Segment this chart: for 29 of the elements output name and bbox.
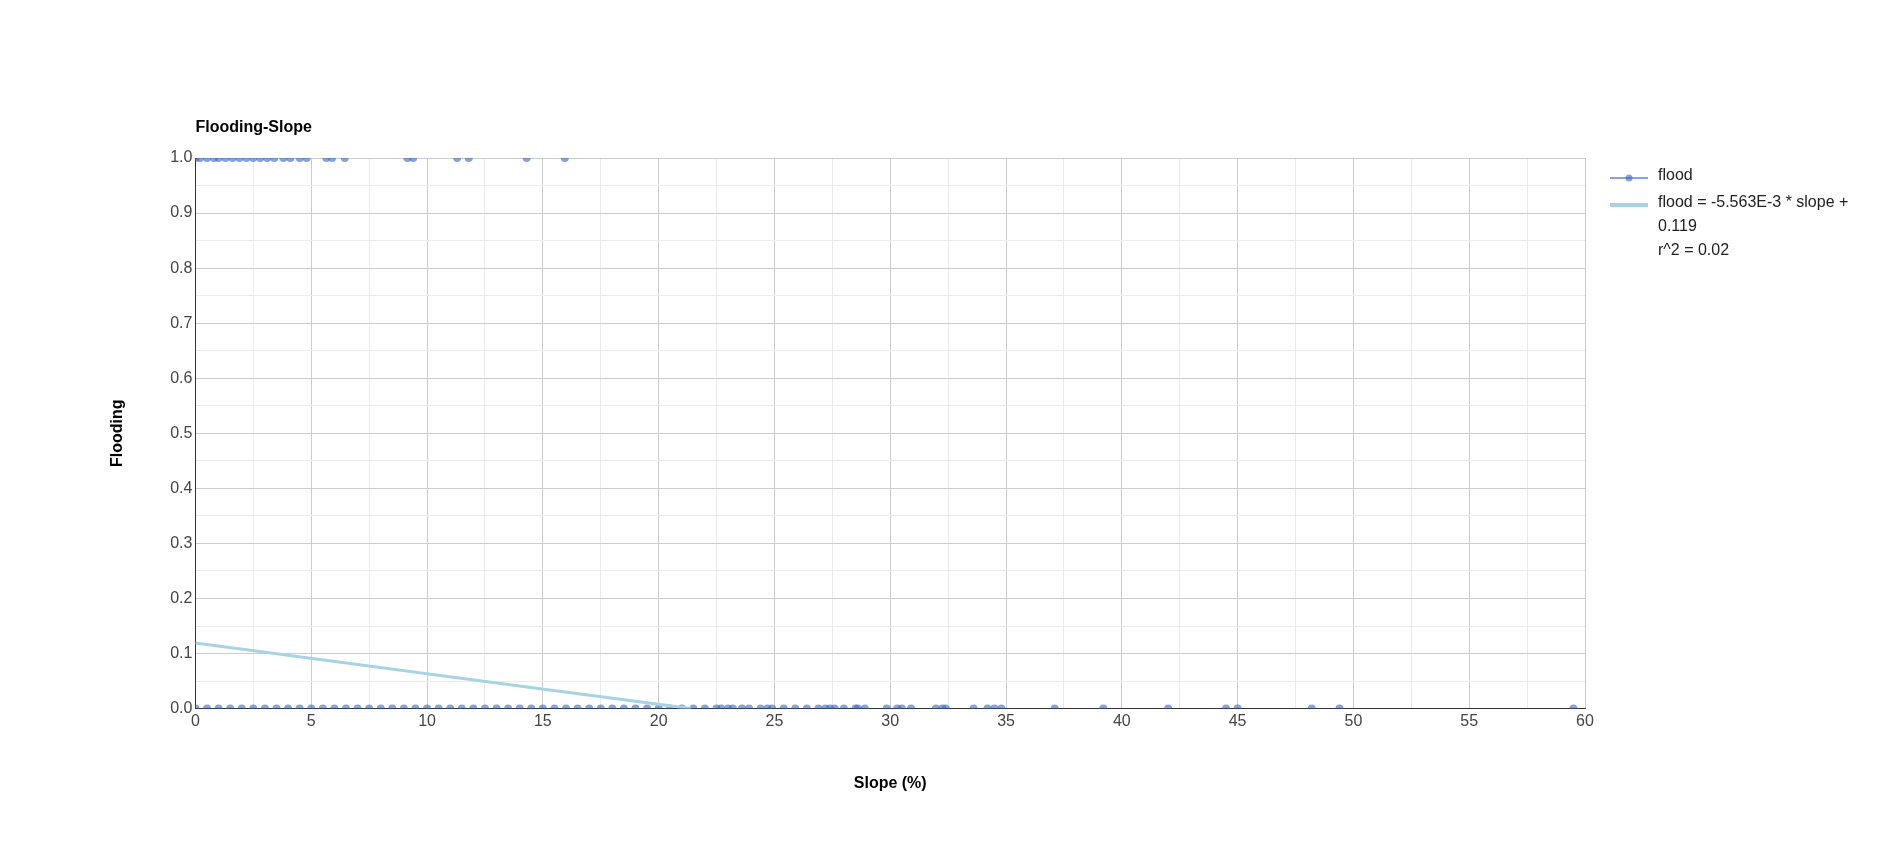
y-tick-label: 0.5 — [170, 423, 193, 441]
x-tick-label: 55 — [1460, 711, 1479, 729]
x-tick-label: 15 — [533, 711, 552, 729]
x-tick-label: 30 — [881, 711, 900, 729]
x-tick-label: 20 — [649, 711, 668, 729]
y-tick-label: 0.9 — [170, 203, 193, 221]
x-tick-label: 50 — [1344, 711, 1363, 729]
y-tick-label: 0.8 — [170, 258, 193, 276]
x-tick-label: 5 — [306, 711, 316, 729]
x-tick-label: 60 — [1576, 711, 1594, 729]
chart-title: Flooding-Slope — [195, 118, 312, 136]
x-tick-label: 45 — [1228, 711, 1247, 729]
y-tick-label: 1.0 — [170, 148, 193, 166]
x-axis-title: Slope (%) — [853, 773, 927, 791]
y-tick-label: 0.6 — [170, 368, 193, 386]
y-tick-label: 0.2 — [170, 588, 193, 606]
y-tick-label: 0.7 — [170, 313, 193, 331]
y-tick-label: 0.0 — [170, 699, 193, 717]
y-axis-title: Flooding — [108, 399, 126, 468]
x-tick-label: 10 — [418, 711, 437, 729]
y-tick-label: 0.1 — [170, 643, 193, 661]
x-tick-label: 0 — [190, 711, 200, 729]
y-tick-label: 0.3 — [170, 533, 193, 551]
legend-label: flood — [1658, 165, 1693, 185]
legend-label: flood = -5.563E-3 * slope + 0.119 r^2 = 0.02 — [1658, 192, 1850, 260]
x-tick-label: 35 — [997, 711, 1016, 729]
x-tick-label: 40 — [1112, 711, 1131, 729]
x-tick-label: 25 — [765, 711, 784, 729]
y-tick-label: 0.4 — [170, 478, 193, 496]
